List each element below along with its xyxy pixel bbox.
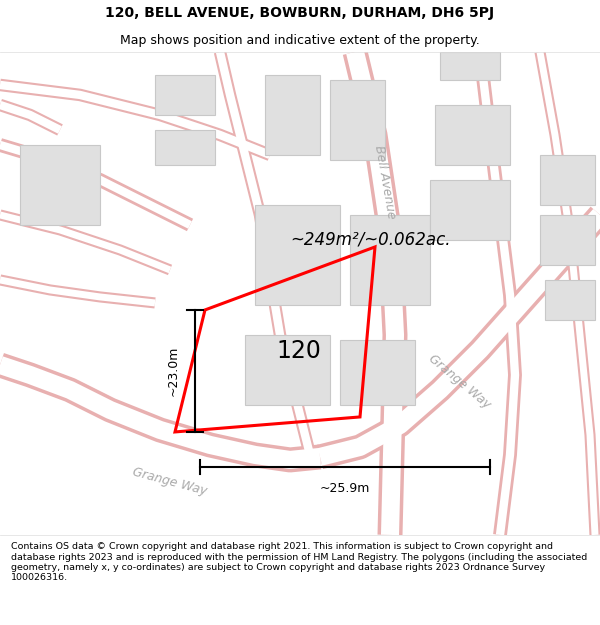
Polygon shape — [435, 105, 510, 165]
Text: ~249m²/~0.062ac.: ~249m²/~0.062ac. — [290, 231, 451, 249]
Text: Bell Avenue: Bell Avenue — [372, 144, 398, 220]
Polygon shape — [265, 75, 320, 155]
Polygon shape — [430, 180, 510, 240]
Polygon shape — [20, 145, 100, 225]
Polygon shape — [540, 155, 595, 205]
Text: Map shows position and indicative extent of the property.: Map shows position and indicative extent… — [120, 34, 480, 47]
Polygon shape — [155, 75, 215, 115]
Text: ~23.0m: ~23.0m — [167, 346, 179, 396]
Polygon shape — [330, 80, 385, 160]
Text: 120: 120 — [277, 339, 321, 363]
Text: Grange Way: Grange Way — [131, 466, 209, 498]
Polygon shape — [340, 340, 415, 405]
Polygon shape — [440, 52, 500, 80]
Text: 120, BELL AVENUE, BOWBURN, DURHAM, DH6 5PJ: 120, BELL AVENUE, BOWBURN, DURHAM, DH6 5… — [106, 6, 494, 20]
Polygon shape — [350, 215, 430, 305]
Polygon shape — [540, 215, 595, 265]
Polygon shape — [155, 130, 215, 165]
Polygon shape — [255, 205, 340, 305]
Text: Grange Way: Grange Way — [427, 352, 494, 411]
Polygon shape — [545, 280, 595, 320]
Text: ~25.9m: ~25.9m — [320, 482, 370, 496]
Text: Contains OS data © Crown copyright and database right 2021. This information is : Contains OS data © Crown copyright and d… — [11, 542, 587, 582]
Polygon shape — [245, 335, 330, 405]
